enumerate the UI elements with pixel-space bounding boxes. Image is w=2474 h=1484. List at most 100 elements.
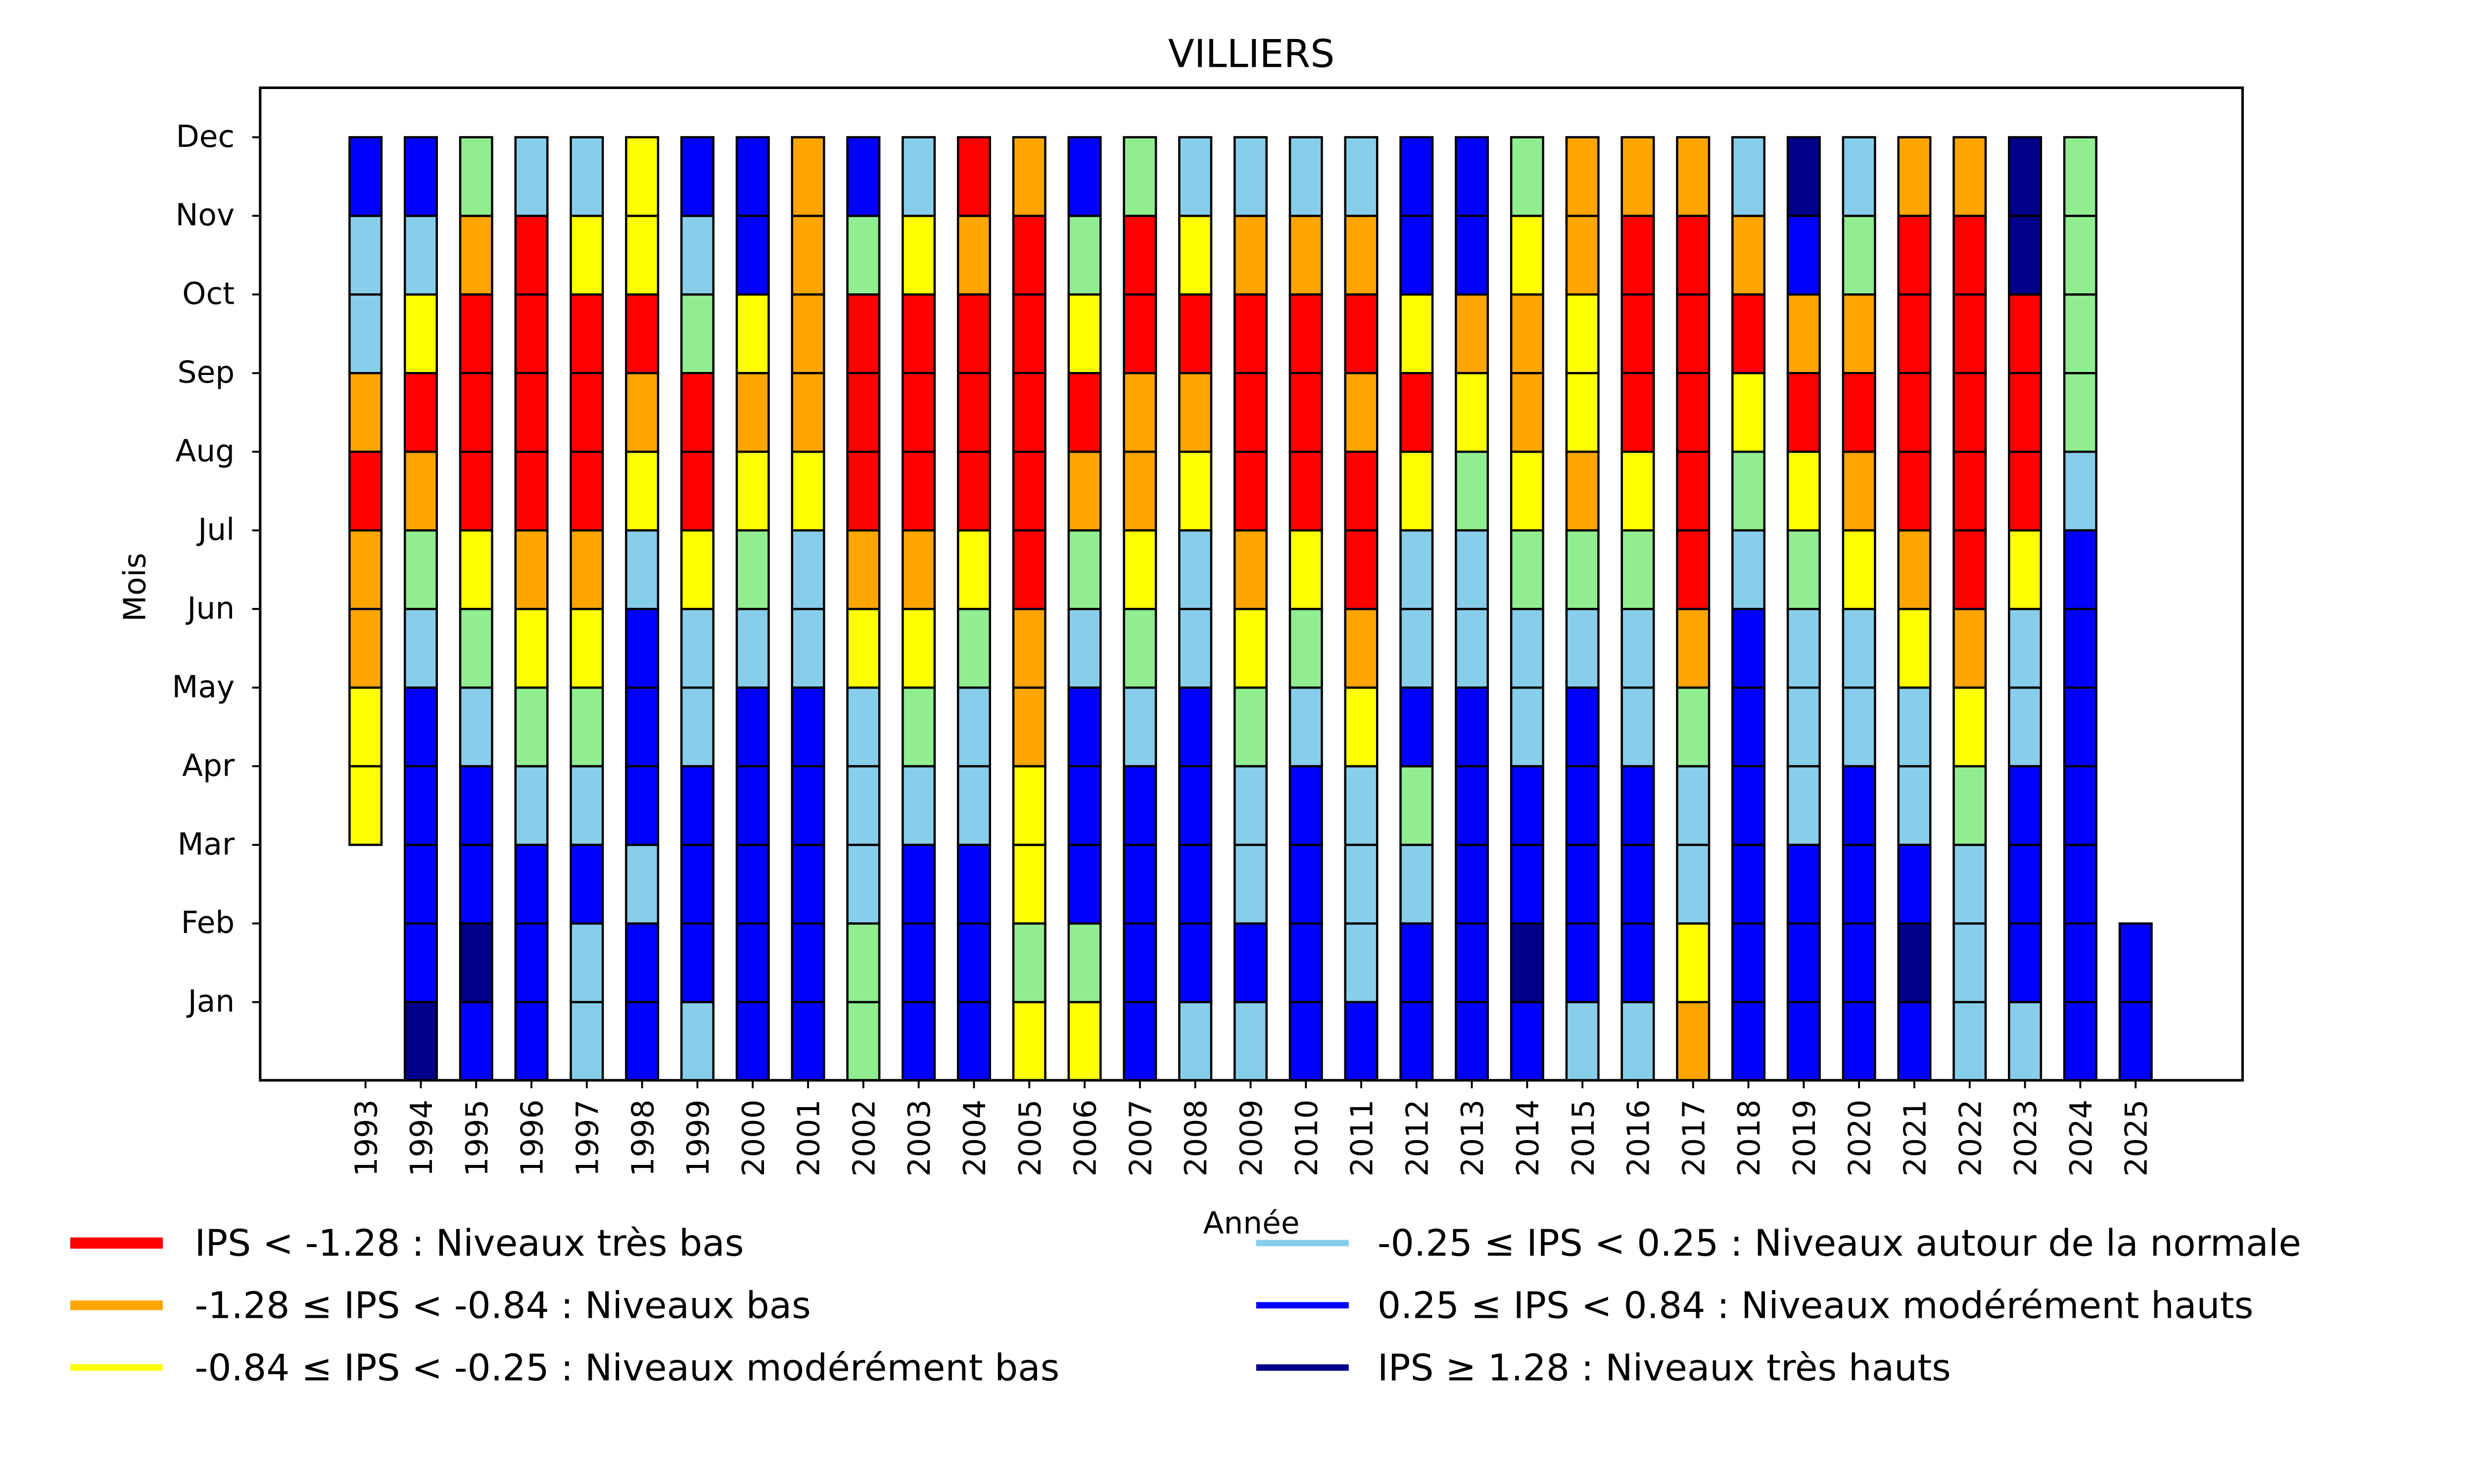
- cell-2005-aug: [1012, 450, 1047, 532]
- cell-2003-feb: [902, 922, 936, 1004]
- cell-2016-oct: [1620, 293, 1655, 374]
- cell-2019-feb: [1786, 922, 1821, 1004]
- cell-1997-nov: [570, 215, 604, 296]
- cell-1993-aug: [348, 450, 383, 532]
- x-tick-label: 2013: [1455, 1100, 1490, 1177]
- x-axis-ticks: 1993 1994 1995 1996 1997 1998 1999 2000 2001 2002…: [349, 1080, 2154, 1177]
- cell-2009-mar: [1233, 843, 1268, 925]
- cell-1994-jun: [403, 607, 438, 689]
- x-tick-label: 2001: [792, 1100, 827, 1177]
- cell-2022-mar: [1952, 843, 1987, 925]
- cell-2024-apr: [2063, 765, 2097, 846]
- cell-2023-nov: [2008, 215, 2043, 296]
- cell-1998-jul: [625, 529, 660, 610]
- cell-2009-aug: [1233, 450, 1268, 532]
- cell-1998-aug: [625, 450, 660, 532]
- cell-1997-may: [570, 686, 604, 768]
- cell-2002-aug: [846, 450, 881, 532]
- cell-2008-feb: [1178, 922, 1213, 1004]
- cell-2017-feb: [1676, 922, 1711, 1004]
- cell-2007-aug: [1123, 450, 1157, 532]
- cell-1994-aug: [403, 450, 438, 532]
- legend-label: IPS ≥ 1.28 : Niveaux très hauts: [1378, 1346, 1951, 1389]
- x-tick-label: 2021: [1898, 1100, 1933, 1177]
- cell-2019-dec: [1786, 136, 1821, 217]
- cell-1996-jul: [514, 529, 549, 610]
- cell-1996-feb: [514, 922, 549, 1004]
- cell-1997-jan: [570, 1001, 604, 1082]
- cell-2009-sep: [1233, 371, 1268, 453]
- cell-1996-may: [514, 686, 549, 768]
- cell-2006-nov: [1067, 215, 1102, 296]
- cell-2001-nov: [791, 215, 825, 296]
- cell-2000-apr: [735, 765, 770, 846]
- cell-2016-feb: [1620, 922, 1655, 1004]
- cell-2009-dec: [1233, 136, 1268, 217]
- cell-2016-sep: [1620, 371, 1655, 453]
- cell-2010-feb: [1288, 922, 1323, 1004]
- cell-1999-sep: [680, 371, 714, 453]
- cell-2004-dec: [956, 136, 991, 217]
- cell-2018-aug: [1731, 450, 1766, 532]
- cell-2014-jan: [1510, 1001, 1544, 1082]
- cell-2009-jul: [1233, 529, 1268, 610]
- x-tick-label: 1998: [625, 1100, 661, 1177]
- cell-2007-feb: [1123, 922, 1157, 1004]
- cell-2008-may: [1178, 686, 1213, 768]
- cell-2020-oct: [1842, 293, 1876, 374]
- cell-2008-aug: [1178, 450, 1213, 532]
- cell-2007-dec: [1123, 136, 1157, 217]
- cell-2023-may: [2008, 686, 2043, 768]
- cell-2005-mar: [1012, 843, 1047, 925]
- cell-1998-may: [625, 686, 660, 768]
- cell-1994-mar: [403, 843, 438, 925]
- cell-2015-nov: [1565, 215, 1600, 296]
- cell-2018-dec: [1731, 136, 1766, 217]
- cell-2000-nov: [735, 215, 770, 296]
- cell-2023-dec: [2008, 136, 2043, 217]
- x-tick-label: 1997: [570, 1100, 605, 1177]
- cell-2012-dec: [1399, 136, 1434, 217]
- cell-2006-jan: [1067, 1001, 1102, 1082]
- cell-2013-feb: [1455, 922, 1489, 1004]
- cell-1993-sep: [348, 371, 383, 453]
- cell-2024-jan: [2063, 1001, 2097, 1082]
- cell-2000-aug: [735, 450, 770, 532]
- cell-1993-oct: [348, 293, 383, 374]
- cell-2010-mar: [1288, 843, 1323, 925]
- x-tick-label: 1996: [515, 1100, 550, 1177]
- cell-2015-jun: [1565, 607, 1600, 689]
- cell-2002-oct: [846, 293, 881, 374]
- cell-2012-mar: [1399, 843, 1434, 925]
- cell-2018-jan: [1731, 1001, 1766, 1082]
- cell-2009-nov: [1233, 215, 1268, 296]
- cell-2001-feb: [791, 922, 825, 1004]
- cell-1995-oct: [459, 293, 493, 374]
- cell-2005-dec: [1012, 136, 1047, 217]
- cell-1997-feb: [570, 922, 604, 1004]
- x-tick-label: 2002: [847, 1100, 882, 1177]
- cell-2017-apr: [1676, 765, 1711, 846]
- cell-2024-jun: [2063, 607, 2097, 689]
- axes-frame: [259, 86, 2244, 1082]
- x-tick-label: 2010: [1289, 1100, 1325, 1177]
- cell-2005-apr: [1012, 765, 1047, 846]
- x-tick-label: 2011: [1345, 1100, 1380, 1177]
- cell-2021-sep: [1897, 371, 1932, 453]
- cell-2021-oct: [1897, 293, 1932, 374]
- cell-2005-jun: [1012, 607, 1047, 689]
- x-tick-label: 2023: [2008, 1100, 2044, 1177]
- cell-1997-aug: [570, 450, 604, 532]
- cell-2011-oct: [1344, 293, 1379, 374]
- cell-2013-may: [1455, 686, 1489, 768]
- cell-2010-jan: [1288, 1001, 1323, 1082]
- cell-2020-mar: [1842, 843, 1876, 925]
- cell-2007-oct: [1123, 293, 1157, 374]
- y-tick-label: Dec: [176, 119, 235, 154]
- cell-2011-aug: [1344, 450, 1379, 532]
- chart-title: VILLIERS: [1168, 32, 1335, 76]
- cell-2022-apr: [1952, 765, 1987, 846]
- x-tick-label: 1993: [349, 1100, 384, 1177]
- cell-1997-jun: [570, 607, 604, 689]
- cell-1996-oct: [514, 293, 549, 374]
